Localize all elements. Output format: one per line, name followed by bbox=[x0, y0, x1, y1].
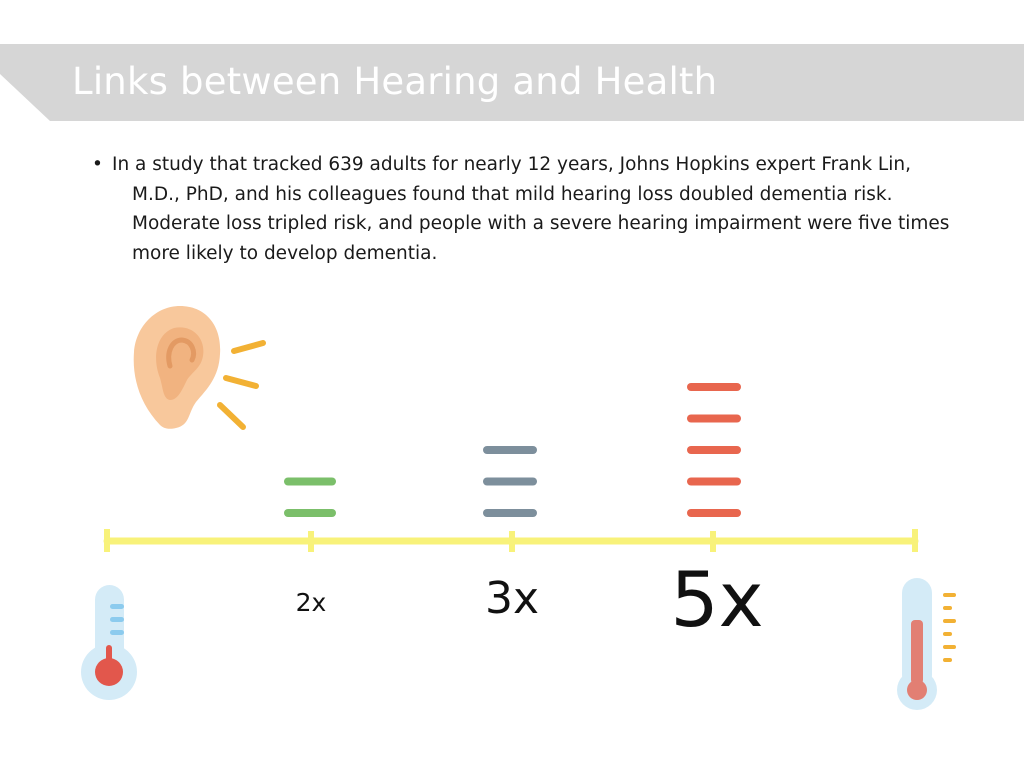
ear-icon bbox=[133, 306, 221, 429]
slide-title: Links between Hearing and Health bbox=[72, 60, 718, 103]
multiplier-label-2x: 2x bbox=[295, 588, 327, 617]
multiplier-label-3x: 3x bbox=[484, 573, 540, 624]
bullet-dot: • bbox=[92, 154, 103, 175]
sound-waves-icon bbox=[217, 340, 266, 430]
body-line: more likely to develop dementia. bbox=[132, 242, 438, 264]
thermometer-high-icon bbox=[897, 578, 956, 710]
bar-stacks bbox=[284, 383, 741, 517]
body-line: M.D., PhD, and his colleagues found that… bbox=[132, 183, 893, 205]
thermometer-low-icon bbox=[81, 585, 137, 700]
body-line: In a study that tracked 639 adults for n… bbox=[112, 154, 911, 175]
body-line: Moderate loss tripled risk, and people w… bbox=[132, 213, 950, 234]
risk-axis bbox=[103, 529, 919, 552]
multiplier-label-5x: 5x bbox=[670, 555, 764, 644]
bullet-paragraph: • In a study that tracked 639 adults for… bbox=[90, 150, 950, 268]
